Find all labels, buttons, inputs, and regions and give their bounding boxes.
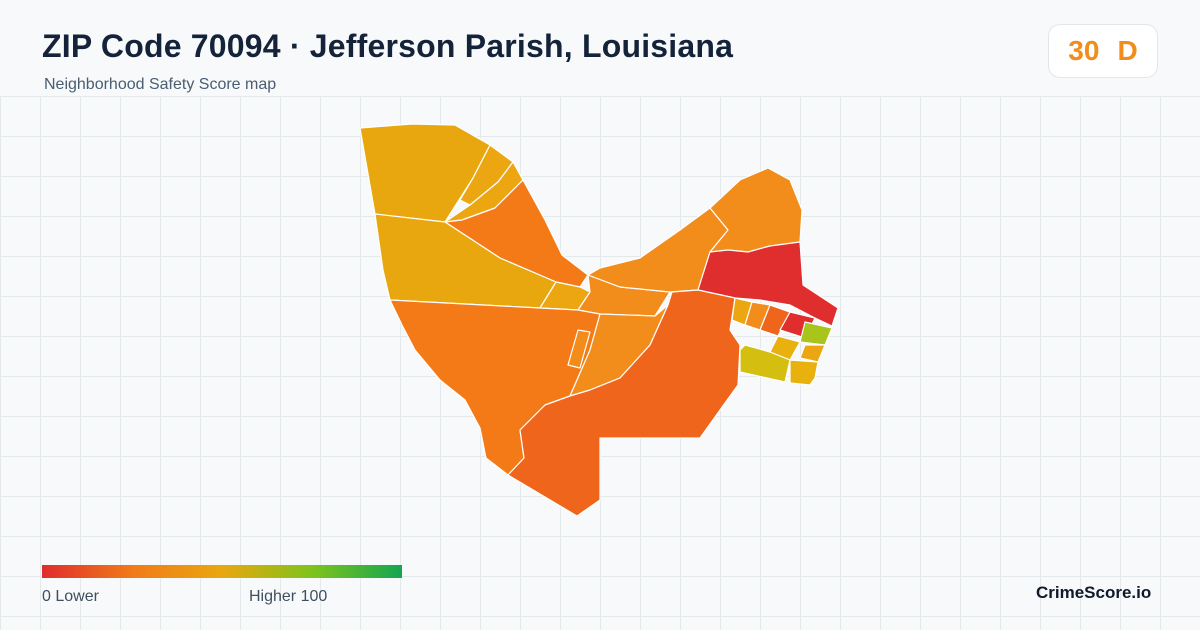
brand-logo-text: CrimeScore.io	[1036, 583, 1152, 602]
map-region-east-small-7[interactable]	[799, 344, 826, 363]
header: ZIP Code 70094 · Jefferson Parish, Louis…	[0, 0, 1200, 96]
map-region-center-sliver[interactable]	[567, 329, 591, 369]
safety-score: 30	[1068, 35, 1100, 66]
map-region-east-olive[interactable]	[739, 344, 791, 383]
map-region-east-red[interactable]	[697, 241, 839, 327]
safety-grade: D	[1117, 35, 1138, 66]
map-region-northeast-lobe[interactable]	[709, 167, 803, 253]
score-badge: 30 D	[1048, 24, 1158, 78]
legend-color-bar	[42, 565, 402, 578]
page-subtitle: Neighborhood Safety Score map	[44, 76, 277, 93]
page-title: ZIP Code 70094 · Jefferson Parish, Louis…	[42, 28, 734, 64]
map-region-east-gold[interactable]	[789, 359, 819, 386]
legend-high-label: Higher 100	[249, 588, 328, 605]
map-region-east-small-5[interactable]	[799, 321, 833, 346]
legend-low-label: 0 Lower	[42, 588, 99, 605]
